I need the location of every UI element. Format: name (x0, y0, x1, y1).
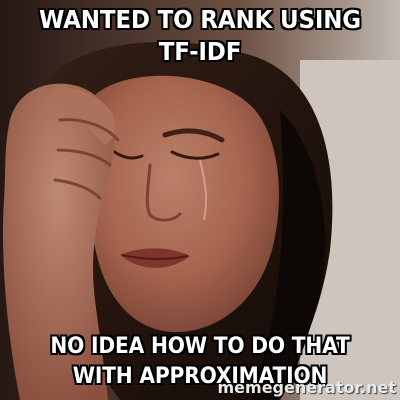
watermark: memegenerator.net (218, 378, 397, 397)
top-caption: WANTED TO RANK USING TF-IDF (22, 4, 379, 68)
